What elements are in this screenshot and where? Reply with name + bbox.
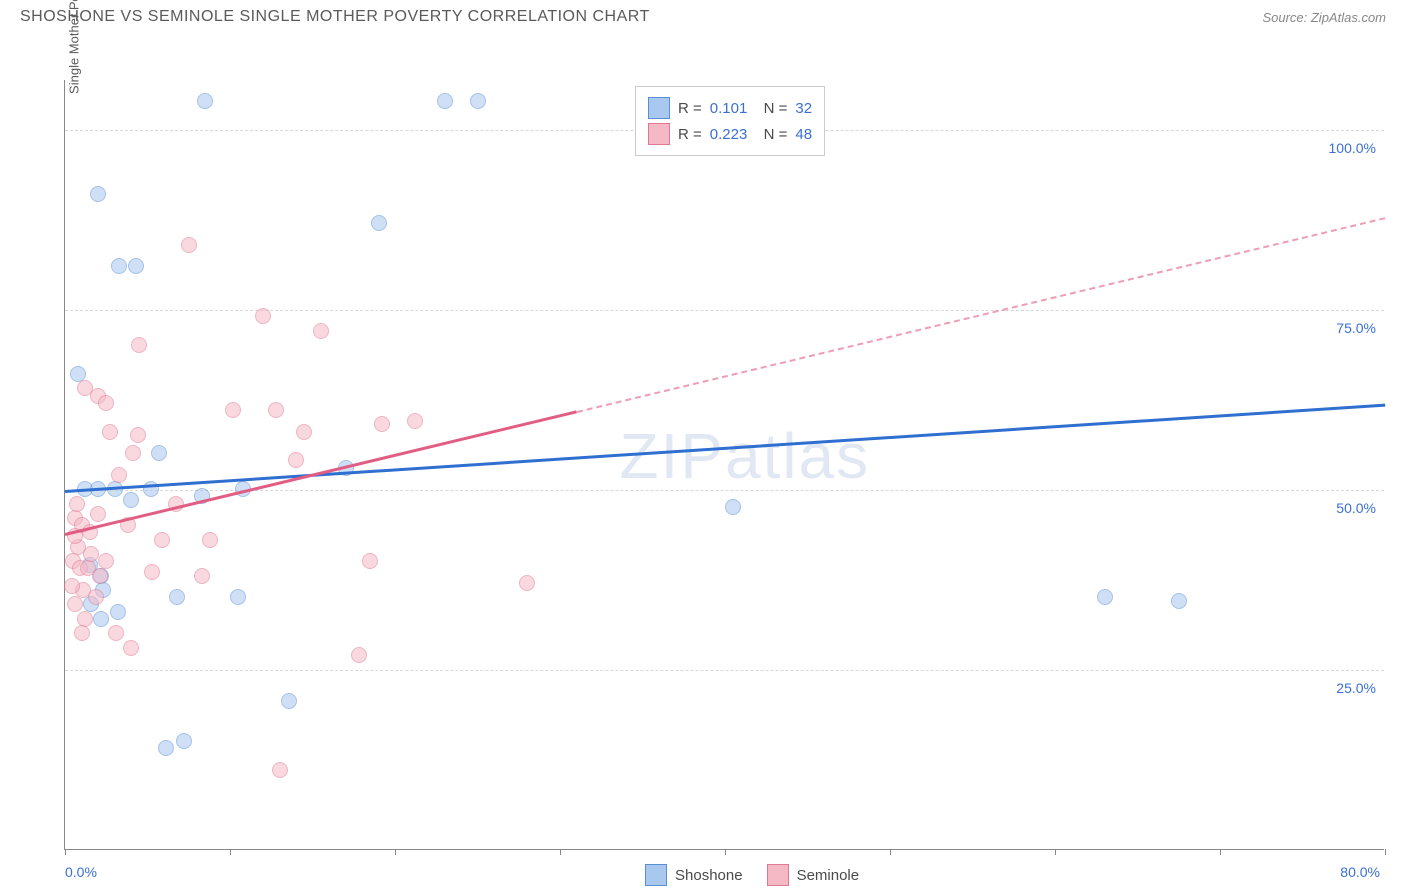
data-point [351, 647, 367, 663]
data-point [111, 467, 127, 483]
y-tick-label: 25.0% [1336, 680, 1376, 696]
data-point [194, 568, 210, 584]
x-tick-mark [560, 849, 561, 855]
legend-swatch [648, 97, 670, 119]
data-point [130, 427, 146, 443]
data-point [255, 308, 271, 324]
data-point [1097, 589, 1113, 605]
data-point [158, 740, 174, 756]
legend-series-name: Seminole [797, 867, 860, 884]
data-point [128, 258, 144, 274]
legend-n-key: N = [755, 126, 787, 143]
watermark-text: ZIPatlas [619, 419, 870, 493]
data-point [437, 93, 453, 109]
data-point [725, 499, 741, 515]
data-point [102, 424, 118, 440]
x-tick-mark [1220, 849, 1221, 855]
data-point [151, 445, 167, 461]
data-point [281, 693, 297, 709]
data-point [197, 93, 213, 109]
legend-r-value: 0.223 [710, 126, 748, 143]
data-point [93, 611, 109, 627]
data-point [110, 604, 126, 620]
data-point [181, 237, 197, 253]
data-point [296, 424, 312, 440]
data-point [69, 496, 85, 512]
data-point [90, 186, 106, 202]
data-point [123, 640, 139, 656]
data-point [131, 337, 147, 353]
legend-r-key: R = [678, 100, 702, 117]
trend-line [65, 404, 1385, 493]
data-point [169, 589, 185, 605]
data-point [272, 762, 288, 778]
data-point [125, 445, 141, 461]
legend-swatch [767, 864, 789, 886]
x-tick-mark [65, 849, 66, 855]
data-point [92, 568, 108, 584]
y-tick-label: 75.0% [1336, 320, 1376, 336]
trend-line-extrapolated [576, 217, 1385, 413]
plot-region: ZIPatlas 25.0%50.0%75.0%100.0%0.0%80.0%R… [64, 80, 1384, 850]
legend-swatch [648, 123, 670, 145]
data-point [176, 733, 192, 749]
legend-swatch [645, 864, 667, 886]
data-point [268, 402, 284, 418]
data-point [90, 506, 106, 522]
data-point [470, 93, 486, 109]
data-point [83, 546, 99, 562]
data-point [202, 532, 218, 548]
data-point [74, 625, 90, 641]
legend-series-name: Shoshone [675, 867, 743, 884]
data-point [98, 395, 114, 411]
data-point [288, 452, 304, 468]
x-tick-mark [395, 849, 396, 855]
chart-header: SHOSHONE VS SEMINOLE SINGLE MOTHER POVER… [0, 0, 1406, 30]
data-point [1171, 593, 1187, 609]
data-point [64, 578, 80, 594]
data-point [123, 492, 139, 508]
legend-r-key: R = [678, 126, 702, 143]
data-point [519, 575, 535, 591]
legend-n-value: 32 [795, 100, 812, 117]
legend-n-value: 48 [795, 126, 812, 143]
gridline [65, 670, 1384, 671]
chart-source: Source: ZipAtlas.com [1262, 10, 1386, 25]
data-point [67, 596, 83, 612]
data-point [313, 323, 329, 339]
data-point [154, 532, 170, 548]
legend-stats: R = 0.101 N = 32 R = 0.223 N = 48 [635, 86, 825, 156]
data-point [108, 625, 124, 641]
data-point [98, 553, 114, 569]
data-point [362, 553, 378, 569]
legend-r-value: 0.101 [710, 100, 748, 117]
chart-title: SHOSHONE VS SEMINOLE SINGLE MOTHER POVER… [20, 8, 650, 26]
legend-series: Shoshone Seminole [645, 864, 859, 886]
x-tick-mark [230, 849, 231, 855]
data-point [407, 413, 423, 429]
gridline [65, 490, 1384, 491]
x-axis-start-label: 0.0% [65, 864, 97, 880]
x-tick-mark [1385, 849, 1386, 855]
data-point [111, 258, 127, 274]
x-tick-mark [725, 849, 726, 855]
data-point [374, 416, 390, 432]
data-point [144, 564, 160, 580]
x-axis-end-label: 80.0% [1340, 864, 1380, 880]
y-tick-label: 100.0% [1329, 140, 1376, 156]
data-point [371, 215, 387, 231]
y-tick-label: 50.0% [1336, 500, 1376, 516]
legend-n-key: N = [755, 100, 787, 117]
data-point [88, 589, 104, 605]
data-point [230, 589, 246, 605]
data-point [225, 402, 241, 418]
x-tick-mark [1055, 849, 1056, 855]
x-tick-mark [890, 849, 891, 855]
